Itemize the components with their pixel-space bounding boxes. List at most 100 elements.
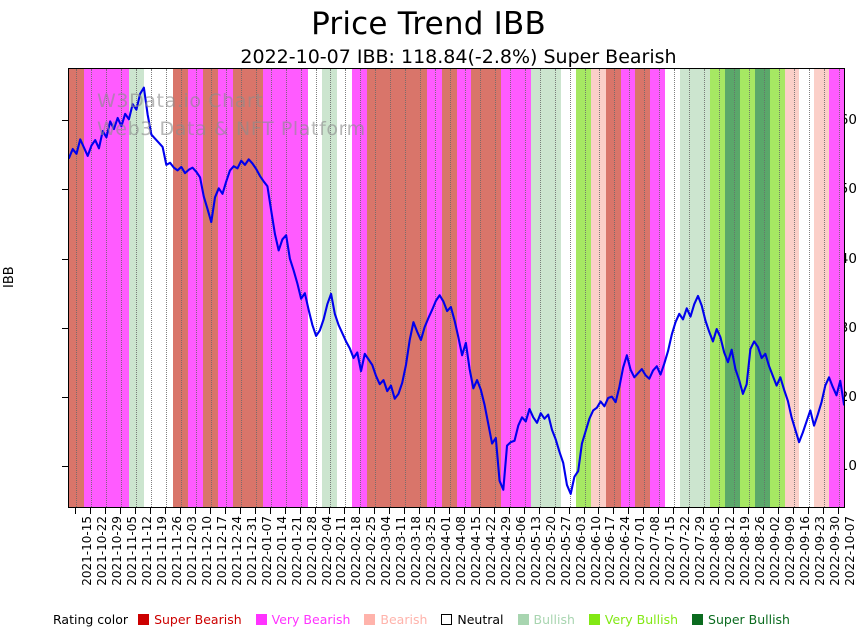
x-tick-mark bbox=[717, 508, 719, 514]
rating-band bbox=[665, 69, 681, 507]
x-tick-mark bbox=[478, 508, 480, 514]
x-tick-mark bbox=[180, 508, 182, 514]
legend-entry: Bullish bbox=[517, 612, 575, 627]
x-tick-mark bbox=[463, 508, 465, 514]
x-tick-mark bbox=[120, 508, 122, 514]
rating-bands bbox=[69, 69, 844, 507]
x-tick-label: 2021-11-26 bbox=[170, 516, 185, 586]
x-tick-label: 2022-06-17 bbox=[603, 516, 618, 586]
x-tick-label: 2021-11-05 bbox=[125, 516, 140, 586]
x-tick-label: 2022-02-25 bbox=[364, 516, 379, 586]
rating-band bbox=[546, 69, 561, 507]
x-tick-label: 2022-04-01 bbox=[439, 516, 454, 586]
rating-band bbox=[337, 69, 353, 507]
x-tick-mark bbox=[837, 508, 839, 514]
x-tick-label: 2022-09-16 bbox=[797, 516, 812, 586]
x-tick-mark bbox=[613, 508, 615, 514]
x-tick-mark bbox=[643, 508, 645, 514]
x-tick-label: 2022-02-11 bbox=[334, 516, 349, 586]
rating-band bbox=[650, 69, 666, 507]
rating-band bbox=[456, 69, 472, 507]
x-tick-mark bbox=[75, 508, 77, 514]
x-tick-label: 2022-08-19 bbox=[737, 516, 752, 586]
legend-entry: Super Bullish bbox=[692, 612, 790, 627]
x-tick-label: 2022-04-22 bbox=[483, 516, 498, 586]
x-tick-label: 2022-05-27 bbox=[558, 516, 573, 586]
plot-area: W3Data.io Chart Web3 Data & NFT Platform bbox=[68, 68, 845, 508]
x-tick-label: 2022-07-15 bbox=[663, 516, 678, 586]
rating-band bbox=[829, 69, 844, 507]
rating-band bbox=[426, 69, 442, 507]
x-tick-mark bbox=[269, 508, 271, 514]
x-tick-mark bbox=[822, 508, 824, 514]
rating-band bbox=[262, 69, 278, 507]
x-tick-label: 2022-05-06 bbox=[513, 516, 528, 586]
x-tick-label: 2022-02-18 bbox=[349, 516, 364, 586]
x-tick-mark bbox=[792, 508, 794, 514]
x-tick-label: 2021-12-24 bbox=[229, 516, 244, 586]
x-tick-mark bbox=[299, 508, 301, 514]
rating-band bbox=[128, 69, 144, 507]
x-tick-label: 2022-06-24 bbox=[618, 516, 633, 586]
x-tick-mark bbox=[150, 508, 152, 514]
rating-band bbox=[292, 69, 308, 507]
legend-entry: Very Bullish bbox=[588, 612, 678, 627]
x-tick-label: 2022-01-07 bbox=[259, 516, 274, 586]
x-tick-mark bbox=[688, 508, 690, 514]
x-tick-label: 2021-12-03 bbox=[185, 516, 200, 586]
x-tick-label: 2022-06-10 bbox=[588, 516, 603, 586]
rating-band bbox=[218, 69, 233, 507]
rating-band bbox=[247, 69, 263, 507]
rating-band bbox=[322, 69, 338, 507]
legend-label: Super Bearish bbox=[154, 612, 242, 627]
x-tick-label: 2022-08-26 bbox=[752, 516, 767, 586]
rating-band bbox=[620, 69, 636, 507]
x-tick-mark bbox=[254, 508, 256, 514]
legend-entry: Super Bearish bbox=[138, 612, 242, 627]
rating-band bbox=[769, 69, 785, 507]
x-tick-label: 2022-07-01 bbox=[633, 516, 648, 586]
x-tick-label: 2021-10-22 bbox=[95, 516, 110, 586]
rating-band bbox=[232, 69, 248, 507]
rating-band bbox=[83, 69, 99, 507]
x-tick-mark bbox=[762, 508, 764, 514]
y-tick-mark bbox=[62, 189, 68, 191]
rating-band bbox=[352, 69, 368, 507]
legend-label: Super Bullish bbox=[708, 612, 790, 627]
legend-swatch bbox=[138, 614, 150, 625]
x-tick-label: 2022-08-12 bbox=[722, 516, 737, 586]
x-tick-mark bbox=[449, 508, 451, 514]
x-tick-label: 2022-03-11 bbox=[394, 516, 409, 586]
x-tick-label: 2022-04-08 bbox=[454, 516, 469, 586]
legend-swatch bbox=[517, 614, 529, 625]
x-tick-label: 2022-09-02 bbox=[767, 516, 782, 586]
x-tick-mark bbox=[419, 508, 421, 514]
rating-band bbox=[203, 69, 219, 507]
x-tick-label: 2022-01-28 bbox=[304, 516, 319, 586]
rating-band bbox=[158, 69, 174, 507]
rating-band bbox=[441, 69, 457, 507]
rating-band bbox=[784, 69, 800, 507]
x-tick-mark bbox=[239, 508, 241, 514]
rating-band bbox=[635, 69, 651, 507]
x-tick-label: 2022-03-18 bbox=[409, 516, 424, 586]
x-tick-mark bbox=[568, 508, 570, 514]
rating-band bbox=[307, 69, 323, 507]
y-axis-label: IBB bbox=[2, 266, 17, 288]
x-tick-label: 2022-08-05 bbox=[708, 516, 723, 586]
page-title: Price Trend IBB bbox=[311, 6, 546, 42]
rating-band bbox=[814, 69, 830, 507]
x-tick-mark bbox=[703, 508, 705, 514]
legend-swatch bbox=[441, 614, 453, 625]
x-axis-ticks bbox=[68, 508, 845, 516]
x-tick-label: 2022-03-25 bbox=[424, 516, 439, 586]
x-tick-mark bbox=[807, 508, 809, 514]
rating-band bbox=[724, 69, 740, 507]
x-tick-mark bbox=[434, 508, 436, 514]
x-tick-mark bbox=[359, 508, 361, 514]
x-tick-mark bbox=[209, 508, 211, 514]
x-tick-mark bbox=[374, 508, 376, 514]
x-tick-label: 2022-04-15 bbox=[468, 516, 483, 586]
x-tick-label: 2021-11-12 bbox=[140, 516, 155, 586]
